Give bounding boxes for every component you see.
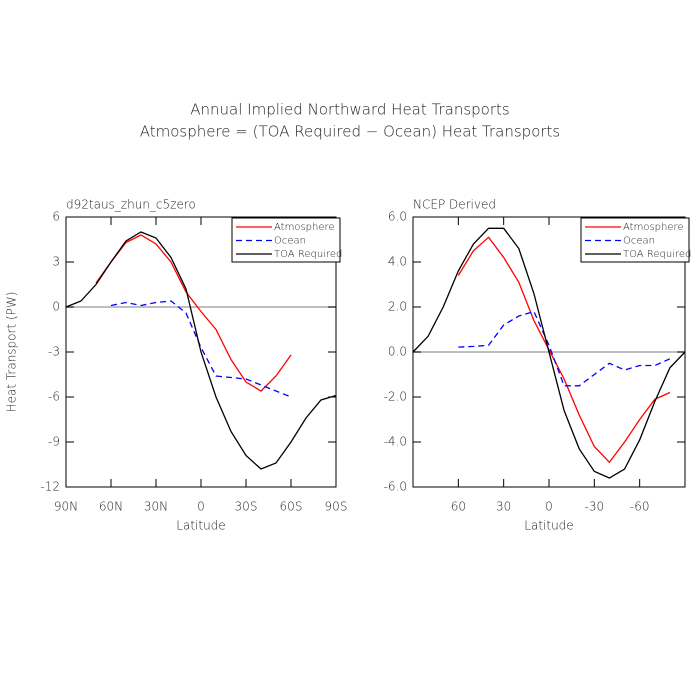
legend-label: Atmosphere: [274, 222, 335, 233]
y-tick-label: 2.0: [388, 300, 407, 314]
plot-frame: [412, 216, 686, 488]
y-tick-label: -4.0: [384, 435, 407, 449]
y-tick-label: -6.0: [384, 480, 407, 494]
y-tick-label: -9: [48, 435, 60, 449]
x-tick-label: 90N: [54, 500, 78, 514]
series-line: [457, 236, 671, 464]
x-tick-label: 30N: [144, 500, 168, 514]
y-axis-label: Heat Transport (PW): [5, 292, 19, 413]
legend-label: TOA Required: [274, 249, 342, 260]
x-tick-label: 30S: [235, 500, 258, 514]
plot-frame: [65, 216, 337, 488]
x-tick-label: 60N: [99, 500, 123, 514]
y-tick-label: 6: [52, 210, 60, 224]
series-line: [95, 234, 292, 392]
x-tick-label: 60S: [280, 500, 303, 514]
series-line: [412, 227, 686, 479]
x-tick-label: 0: [545, 500, 553, 514]
x-tick-label: -30: [585, 500, 605, 514]
y-tick-label: 6.0: [388, 210, 407, 224]
panel-subtitle: NCEP Derived: [413, 198, 496, 212]
x-tick-label: 60: [451, 500, 466, 514]
x-tick-label: 0: [197, 500, 205, 514]
legend-label: Atmosphere: [623, 222, 684, 233]
title-line: Annual Implied Northward Heat Transports: [190, 101, 509, 119]
legend-label: Ocean: [274, 236, 306, 247]
y-tick-label: 0.0: [388, 345, 407, 359]
legend-label: Ocean: [623, 236, 655, 247]
y-tick-label: -2.0: [384, 390, 407, 404]
x-axis-label: Latitude: [524, 519, 573, 533]
x-tick-label: 30: [496, 500, 511, 514]
y-tick-label: -12: [40, 480, 60, 494]
series-line: [65, 231, 337, 470]
y-tick-label: 0: [52, 300, 60, 314]
series-line: [110, 300, 292, 398]
legend-label: TOA Required: [623, 249, 691, 260]
panel-subtitle: d92taus_zhun_c5zero: [66, 198, 196, 212]
x-tick-label: 90S: [325, 500, 348, 514]
x-tick-label: -60: [630, 500, 650, 514]
x-axis-label: Latitude: [176, 519, 225, 533]
y-tick-label: -3: [48, 345, 60, 359]
y-tick-label: 3: [52, 255, 60, 269]
title-line: Atmosphere = (TOA Required − Ocean) Heat…: [140, 123, 561, 141]
y-tick-label: -6: [48, 390, 60, 404]
y-tick-label: 4.0: [388, 255, 407, 269]
series-line: [458, 310, 671, 387]
